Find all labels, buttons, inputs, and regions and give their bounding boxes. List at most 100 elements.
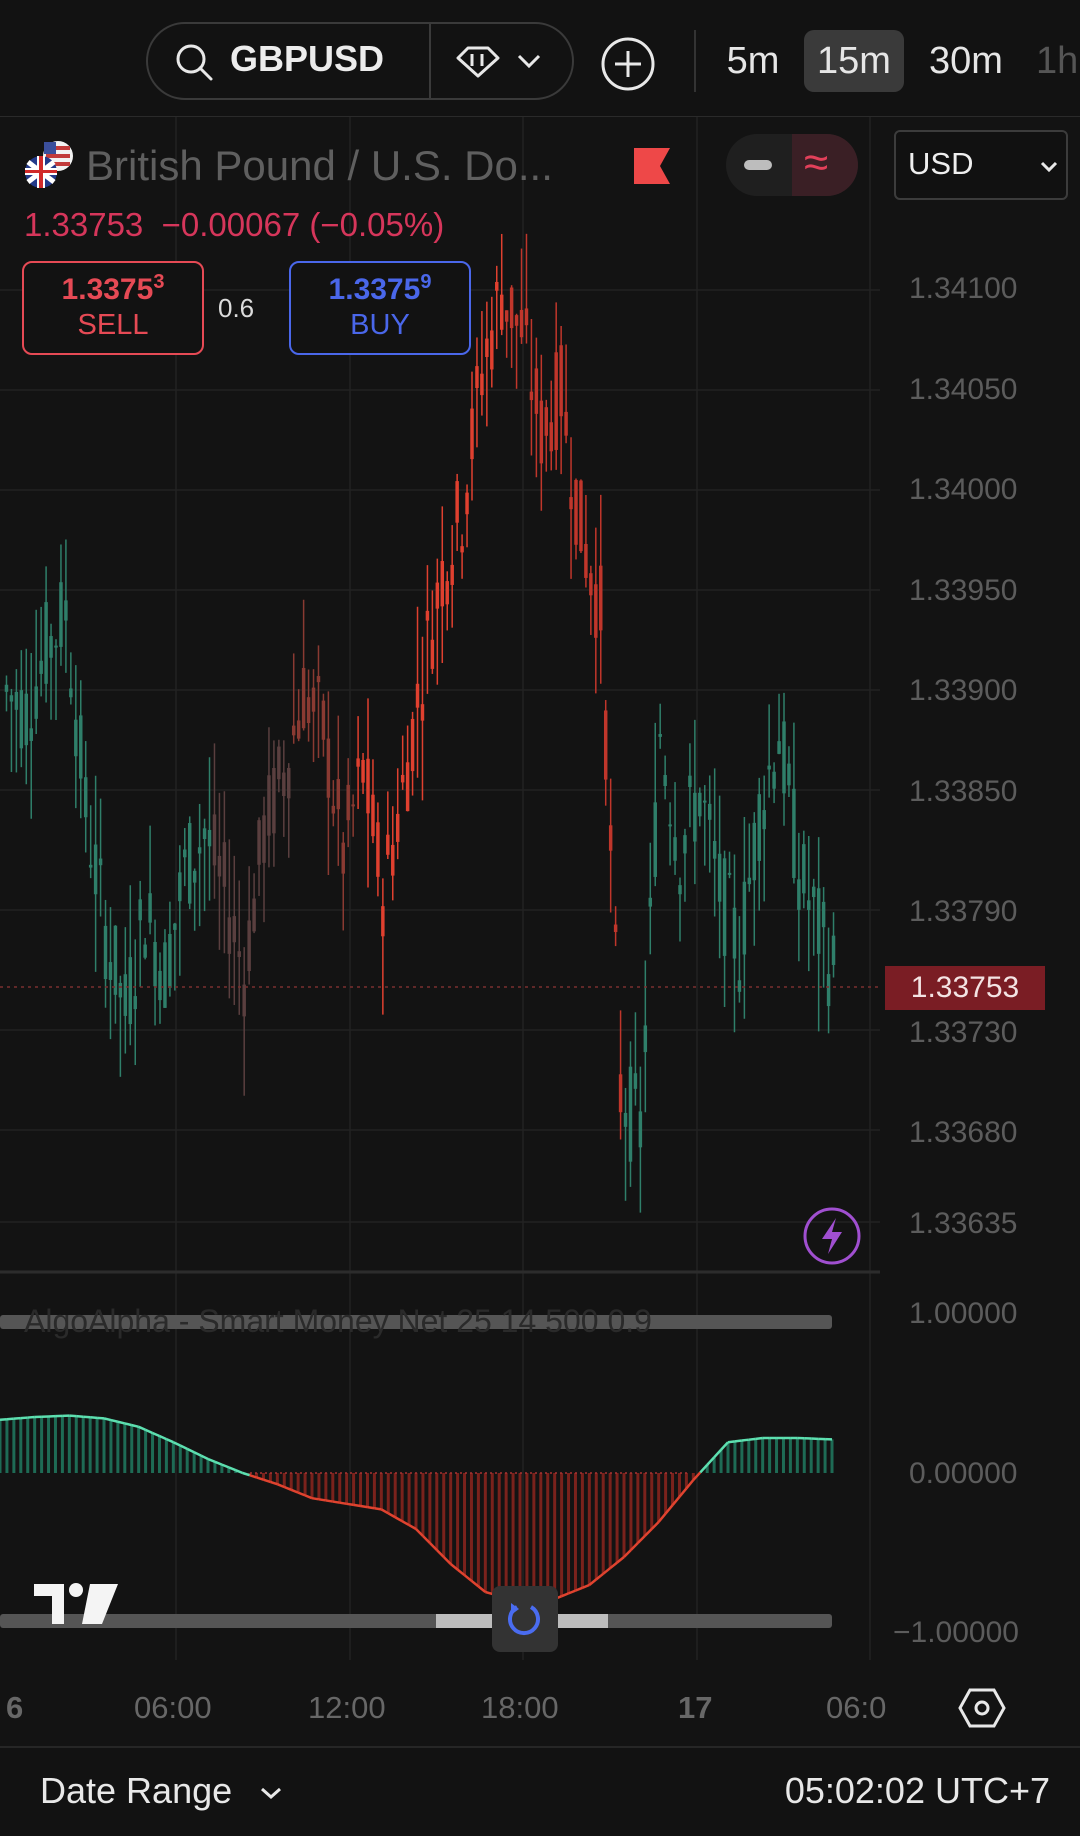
candle-body bbox=[178, 872, 181, 901]
candle-body bbox=[827, 974, 830, 1006]
candle-body bbox=[366, 759, 369, 814]
candle-body bbox=[480, 374, 483, 395]
indicator-title[interactable]: AlgoAlpha - Smart Money Net 25 14 500 0.… bbox=[24, 1303, 652, 1340]
sell-price: 1.33753 bbox=[24, 271, 202, 307]
candle-body bbox=[520, 310, 523, 337]
candle-body bbox=[490, 330, 493, 369]
candle-body bbox=[787, 764, 790, 786]
date-range-button[interactable]: Date Range bbox=[40, 1770, 282, 1812]
candle-body bbox=[267, 775, 270, 835]
candle-body bbox=[510, 288, 513, 329]
candlestick-series bbox=[5, 234, 836, 1213]
timeframe-1h[interactable]: 1h bbox=[1036, 30, 1080, 92]
candle-body bbox=[351, 804, 354, 806]
indicator-line bbox=[28, 1417, 35, 1418]
candle-body bbox=[104, 926, 107, 979]
tradingview-logo-icon bbox=[32, 1582, 120, 1626]
clock-time[interactable]: 05:02:02 UTC+7 bbox=[785, 1770, 1050, 1812]
candle-body bbox=[683, 835, 686, 853]
settings-hexagon-icon[interactable] bbox=[958, 1688, 1006, 1728]
candle-body bbox=[277, 747, 280, 780]
candle-body bbox=[416, 684, 419, 708]
candle-body bbox=[832, 936, 835, 965]
candle-body bbox=[728, 873, 731, 875]
price-axis-label: 1.33950 bbox=[909, 574, 1017, 608]
candle-body bbox=[743, 882, 746, 955]
candle-body bbox=[218, 856, 221, 877]
symbol-name[interactable]: GBPUSD bbox=[230, 38, 384, 80]
add-plus-icon[interactable] bbox=[600, 36, 656, 92]
candle-body bbox=[262, 815, 265, 862]
indicator-line bbox=[728, 1441, 735, 1442]
indicator-line bbox=[83, 1417, 90, 1418]
instrument-name[interactable]: British Pound / U.S. Do... bbox=[86, 142, 553, 190]
candle-body bbox=[807, 900, 810, 910]
candle-body bbox=[545, 407, 548, 436]
indicator-line bbox=[735, 1441, 742, 1442]
candle-body bbox=[69, 688, 72, 697]
candle-body bbox=[332, 806, 335, 814]
indicator-line bbox=[742, 1440, 749, 1441]
candle-body bbox=[44, 602, 47, 684]
timeframe-5m[interactable]: 5m bbox=[712, 30, 794, 92]
timeframe-15m[interactable]: 15m bbox=[804, 30, 904, 92]
minimize-icon[interactable] bbox=[744, 160, 772, 170]
candle-body bbox=[822, 902, 825, 927]
candle-body bbox=[84, 777, 87, 817]
candle-body bbox=[723, 858, 726, 956]
price-axis-label: 1.33850 bbox=[909, 775, 1017, 809]
indicator-line bbox=[319, 1499, 326, 1500]
candle-body bbox=[639, 1111, 642, 1147]
search-icon bbox=[172, 40, 216, 84]
candle-body bbox=[797, 879, 800, 909]
candle-body bbox=[89, 865, 92, 868]
candle-body bbox=[346, 785, 349, 820]
flag-marker-icon[interactable] bbox=[634, 148, 670, 184]
candle-body bbox=[629, 1067, 632, 1162]
candle-body bbox=[20, 690, 23, 748]
candle-body bbox=[173, 924, 176, 930]
candle-body bbox=[663, 775, 666, 786]
indicator-line bbox=[14, 1418, 21, 1419]
indicator-line bbox=[361, 1506, 368, 1507]
candle-body bbox=[589, 573, 592, 595]
buy-price: 1.33759 bbox=[291, 271, 469, 307]
candle-body bbox=[718, 854, 721, 902]
time-axis-label: 06:0 bbox=[826, 1690, 886, 1726]
lightning-icon[interactable] bbox=[802, 1206, 862, 1266]
chart-type-candles-icon[interactable] bbox=[454, 46, 502, 78]
indicator-line bbox=[97, 1418, 104, 1419]
symbol-search-box[interactable]: GBPUSD bbox=[146, 22, 574, 100]
top-toolbar: GBPUSD 5m 15m 30m 1h bbox=[0, 0, 1080, 117]
quote-summary: 1.33753 −0.00067 (−0.05%) bbox=[24, 206, 444, 244]
candle-body bbox=[426, 611, 429, 621]
indicator-line bbox=[132, 1425, 139, 1427]
candle-body bbox=[322, 701, 325, 740]
candle-body bbox=[124, 974, 127, 1016]
candle-body bbox=[163, 942, 166, 1008]
candle-body bbox=[748, 878, 751, 884]
buy-button[interactable]: 1.33759 BUY bbox=[289, 261, 471, 355]
chevron-down-icon[interactable] bbox=[516, 52, 542, 70]
candle-body bbox=[327, 739, 330, 798]
candle-body bbox=[812, 887, 815, 897]
reset-view-button[interactable] bbox=[492, 1586, 558, 1652]
indicator-line bbox=[756, 1438, 763, 1439]
time-axis-label: 17 bbox=[678, 1690, 712, 1726]
indicator-line bbox=[76, 1416, 83, 1417]
sell-button[interactable]: 1.33753 SELL bbox=[22, 261, 204, 355]
candle-body bbox=[762, 810, 765, 829]
candle-body bbox=[678, 885, 681, 894]
indicator-line bbox=[367, 1507, 374, 1508]
approx-wave-icon[interactable]: ≈ bbox=[804, 138, 828, 188]
price-chart[interactable] bbox=[0, 117, 1080, 1746]
candle-body bbox=[470, 409, 473, 460]
candle-body bbox=[114, 926, 117, 995]
candle-body bbox=[450, 565, 453, 585]
candle-body bbox=[436, 583, 439, 609]
indicator-line bbox=[354, 1505, 361, 1506]
currency-select[interactable]: USD bbox=[894, 130, 1068, 200]
candle-body bbox=[713, 841, 716, 859]
chart-mode-toggle[interactable]: ≈ bbox=[726, 134, 858, 196]
timeframe-30m[interactable]: 30m bbox=[916, 30, 1016, 92]
